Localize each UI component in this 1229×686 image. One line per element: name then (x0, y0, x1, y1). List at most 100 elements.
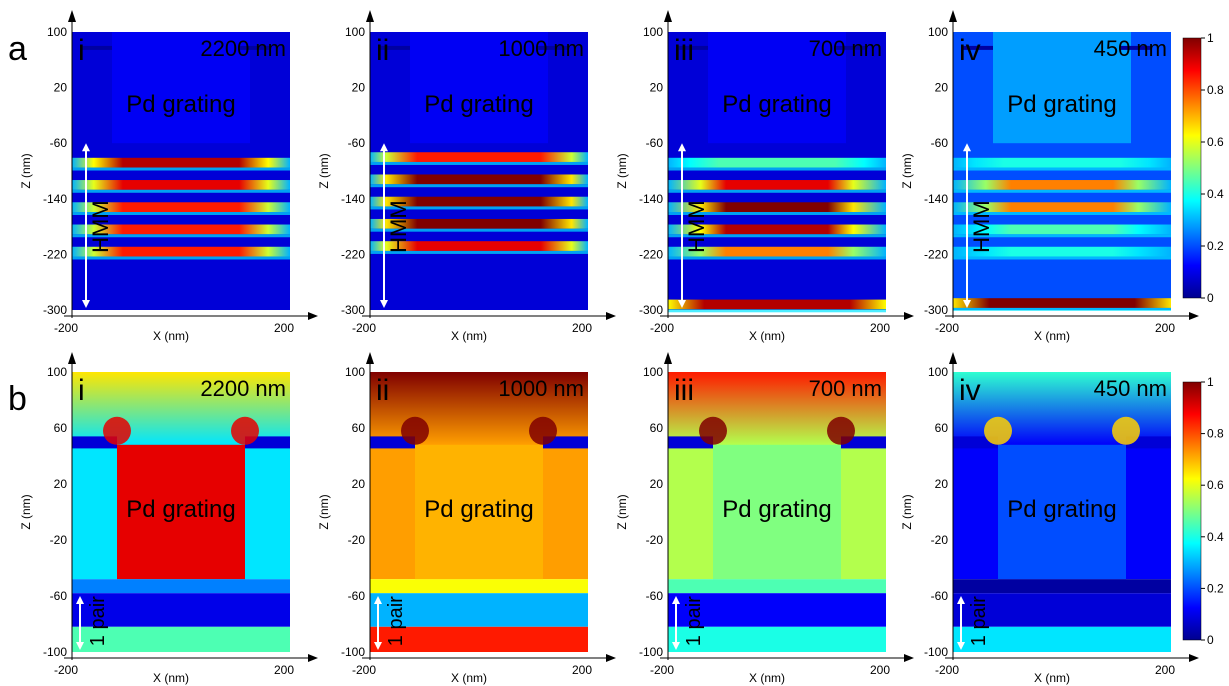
x-axis-arrow (904, 312, 914, 320)
y-tick-label: -300 (341, 303, 365, 317)
hmm-layer-band (370, 218, 588, 229)
colorbar-gradient (1182, 381, 1202, 641)
y-tick-label: -60 (931, 136, 949, 150)
grating-pad-right (538, 45, 568, 50)
y-tick-label: -220 (639, 247, 663, 261)
grating-region (112, 32, 250, 144)
x-axis-label: X (nm) (1034, 329, 1070, 343)
y-tick-label: -300 (43, 303, 67, 317)
x-tick-label: 200 (870, 663, 890, 677)
hmm-layer-band (370, 152, 588, 162)
x-tick-label: 200 (572, 321, 592, 335)
y-tick-label: -60 (931, 589, 949, 603)
grating-region (410, 32, 548, 144)
hmm-layer-edge (370, 184, 588, 188)
grating-pad-left (678, 45, 708, 50)
y-tick-label: 100 (643, 365, 663, 379)
y-tick-label: -20 (646, 533, 664, 547)
y-tick-label: 20 (935, 477, 949, 491)
colorbar-tick-label: 0.4 (1207, 530, 1224, 544)
pad-left (72, 436, 117, 449)
hmm-label: HMM (88, 200, 113, 253)
pad-left (953, 436, 998, 449)
panel-numeral: iv (959, 374, 981, 407)
grating-body (117, 444, 245, 580)
hmm-layer-band (72, 246, 290, 257)
wavelength-label: 2200 nm (200, 376, 286, 401)
metal-layer (953, 593, 1171, 627)
hmm-layer-edge (72, 256, 290, 260)
x-axis-arrow (1189, 312, 1199, 320)
colorbar-tick-label: 0.6 (1207, 478, 1224, 492)
hmm-layer-edge (370, 228, 588, 232)
panel-a-iii: HMM 100 20 -60 -140 -220 -300 -200 200 X (nm) Z (n… (615, 10, 914, 343)
panel-numeral: ii (376, 34, 389, 67)
y-tick-label: -100 (639, 645, 663, 659)
y-tick-label: -60 (348, 589, 366, 603)
y-axis-arrow (664, 10, 672, 22)
hmm-layer-edge (668, 309, 886, 313)
wavelength-label: 1000 nm (498, 376, 584, 401)
hmm-layer-edge (668, 212, 886, 216)
hmm-layer-edge (953, 256, 1171, 260)
pair-label: 1 pair (87, 596, 109, 646)
y-axis-arrow (366, 352, 374, 364)
panel-numeral: iii (674, 34, 694, 67)
y-axis-label: Z (nm) (900, 494, 914, 529)
hmm-layer-edge (953, 307, 1171, 311)
y-axis-label: Z (nm) (615, 494, 629, 529)
x-tick-label: -200 (935, 663, 959, 677)
x-tick-label: -200 (650, 321, 674, 335)
x-axis-arrow (308, 654, 318, 662)
x-tick-label: -200 (352, 663, 376, 677)
y-axis-arrow (366, 10, 374, 22)
grating-body (415, 444, 543, 580)
y-tick-label: -220 (43, 247, 67, 261)
hmm-layer-edge (72, 189, 290, 193)
y-tick-label: 100 (47, 25, 67, 39)
hmm-layer-band (370, 196, 588, 207)
hmm-layer-edge (668, 167, 886, 171)
x-tick-label: -200 (650, 663, 674, 677)
hmm-layer-edge (668, 256, 886, 260)
grating-annotation: Pd grating (722, 496, 831, 523)
hmm-layer-edge (668, 189, 886, 193)
y-tick-label: -60 (50, 136, 68, 150)
x-tick-label: 200 (870, 321, 890, 335)
grating-pad-right (836, 45, 866, 50)
wavelength-label: 450 nm (1094, 36, 1167, 61)
grating-pad-right (1121, 45, 1151, 50)
x-tick-label: -200 (54, 321, 78, 335)
row-label-a: a (8, 30, 27, 68)
y-tick-label: -220 (341, 247, 365, 261)
hmm-layer-edge (668, 234, 886, 238)
colorbar-tick-label: 0 (1207, 633, 1214, 647)
colorbar-tick-label: 0.8 (1207, 427, 1224, 441)
y-tick-label: 20 (650, 81, 664, 95)
grating-pad-left (963, 45, 993, 50)
hmm-arrow-head-bottom (380, 300, 388, 308)
corner-hotspot (827, 416, 855, 445)
hmm-layer-band (953, 246, 1171, 257)
y-tick-label: 100 (345, 365, 365, 379)
y-tick-label: 20 (650, 477, 664, 491)
y-tick-label: -20 (348, 533, 366, 547)
hmm-label: HMM (386, 200, 411, 253)
hmm-layer-band (370, 174, 588, 185)
hmm-label: HMM (969, 200, 994, 253)
y-tick-label: 60 (352, 421, 366, 435)
pad-left (370, 436, 415, 449)
y-tick-label: 20 (54, 81, 68, 95)
y-tick-label: -140 (341, 192, 365, 206)
panel-a-ii: HMM 100 20 -60 -140 -220 -300 -200 200 X (nm) Z (n… (317, 10, 616, 343)
pad-right (245, 436, 290, 449)
x-axis-arrow (308, 312, 318, 320)
y-tick-label: -100 (43, 645, 67, 659)
hmm-layer-edge (370, 161, 588, 165)
y-axis-arrow (949, 10, 957, 22)
y-tick-label: -140 (43, 192, 67, 206)
wavelength-label: 450 nm (1094, 376, 1167, 401)
panel-b-i: 1 pair 100 60 20 -20 -60 -100 -200 200 X (nm) Z (n… (19, 352, 318, 685)
x-axis-label: X (nm) (153, 671, 189, 685)
x-axis-label: X (nm) (451, 671, 487, 685)
